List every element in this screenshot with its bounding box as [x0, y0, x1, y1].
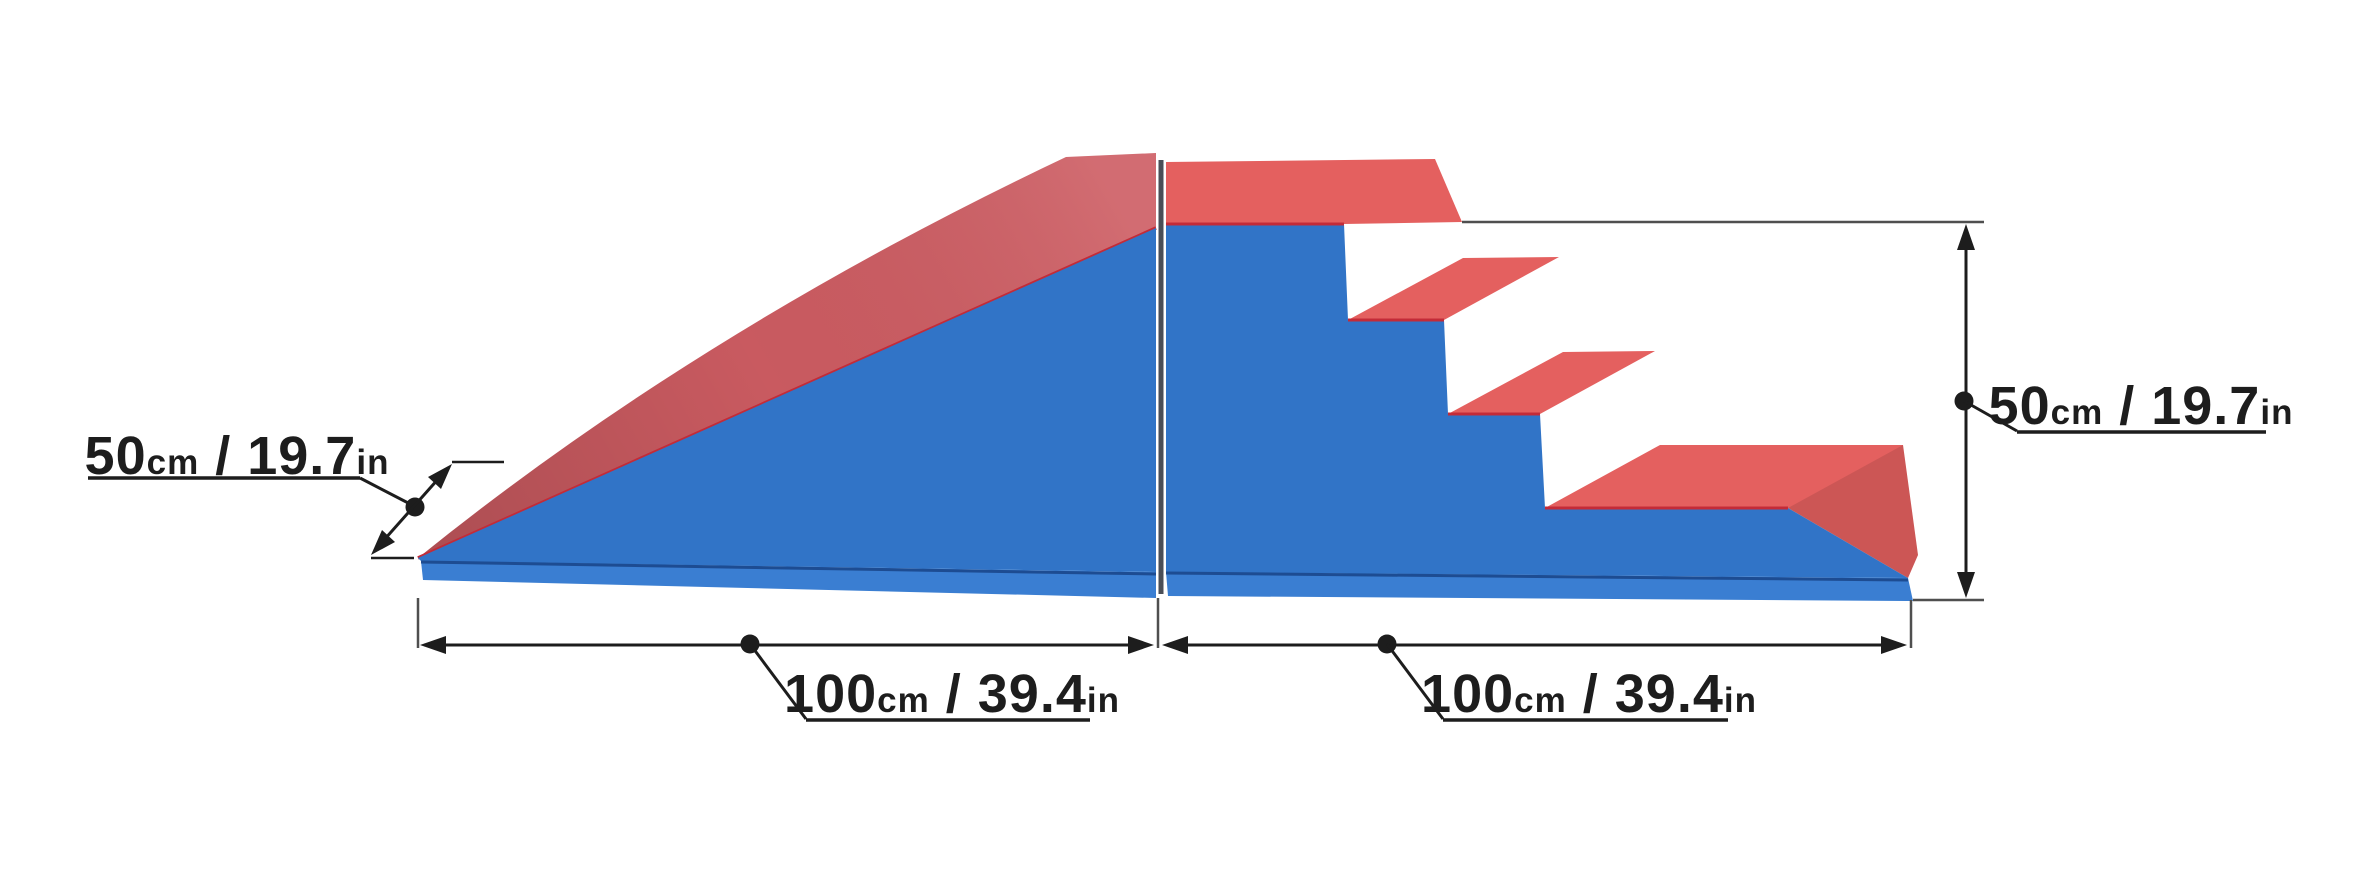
slide-length-label: 100cm / 39.4in	[784, 664, 1120, 724]
stairs-height-label: 50cm / 19.7in	[1989, 376, 2294, 436]
slide-ramp-shading	[418, 153, 1156, 558]
stairs-step3-top	[1448, 351, 1655, 414]
slide-depth-separator: /	[199, 426, 247, 486]
slide-depth-label: 50cm / 19.7in	[85, 426, 390, 486]
stairs-piece	[1165, 159, 1918, 601]
stairs-length-arrowhead-left	[1162, 636, 1188, 654]
stairs-step4-top	[1545, 445, 1918, 578]
stairs-length-leader	[1385, 643, 1445, 720]
stairs-length-separator: /	[1567, 664, 1615, 724]
stairs-step1-top	[1166, 159, 1462, 226]
slide-length-separator: /	[930, 664, 978, 724]
slide-depth-arrowhead-lower	[371, 530, 395, 555]
stairs-height-leader	[1963, 399, 2018, 433]
slide-depth-value-in: 19.7	[247, 426, 356, 486]
stairs-front-face	[1166, 224, 1908, 578]
stairs-length-value-in: 39.4	[1615, 664, 1724, 724]
dimension-stairs-height: 50cm / 19.7in	[1462, 220, 2294, 602]
dimension-stairs-length: 100cm / 39.4in	[1162, 600, 1913, 724]
stairs-height-unit-in: in	[2260, 393, 2293, 432]
slide-length-value-cm: 100	[784, 664, 877, 724]
stairs-height-arrowhead-bottom	[1957, 572, 1975, 598]
stairs-length-label: 100cm / 39.4in	[1421, 664, 1757, 724]
slide-depth-value-cm: 50	[85, 426, 147, 486]
dimension-slide-depth: 50cm / 19.7in	[85, 426, 504, 560]
stairs-length-unit-cm: cm	[1514, 681, 1567, 720]
stairs-length-unit-in: in	[1724, 681, 1757, 720]
stairs-length-value-cm: 100	[1421, 664, 1514, 724]
slide-length-unit-cm: cm	[877, 681, 930, 720]
stairs-seams	[1166, 222, 1788, 510]
slide-base-seam	[420, 560, 1157, 576]
stairs-right-end-shading	[1788, 445, 1918, 578]
dimension-slide-length: 100cm / 39.4in	[416, 598, 1160, 724]
stairs-height-value-cm: 50	[1989, 376, 2051, 436]
stairs-height-separator: /	[2103, 376, 2151, 436]
slide-depth-unit-cm: cm	[147, 443, 200, 482]
slide-length-arrowhead-right	[1128, 636, 1154, 654]
stairs-height-value-in: 19.7	[2151, 376, 2260, 436]
slide-depth-unit-in: in	[356, 443, 389, 482]
slide-length-leader	[748, 643, 808, 720]
slide-depth-leader	[359, 476, 415, 508]
slide-piece	[417, 153, 1157, 598]
stairs-base-seam	[1165, 571, 1909, 582]
slide-length-arrowhead-left	[420, 636, 446, 654]
slide-length-value-in: 39.4	[978, 664, 1087, 724]
stairs-height-unit-cm: cm	[2051, 393, 2104, 432]
stairs-length-arrowhead-right	[1881, 636, 1907, 654]
slide-depth-arrowhead-upper	[428, 464, 452, 489]
slide-length-unit-in: in	[1087, 681, 1120, 720]
stairs-height-arrowhead-top	[1957, 224, 1975, 250]
stairs-step2-top	[1348, 257, 1559, 320]
slide-front-face	[418, 228, 1156, 572]
